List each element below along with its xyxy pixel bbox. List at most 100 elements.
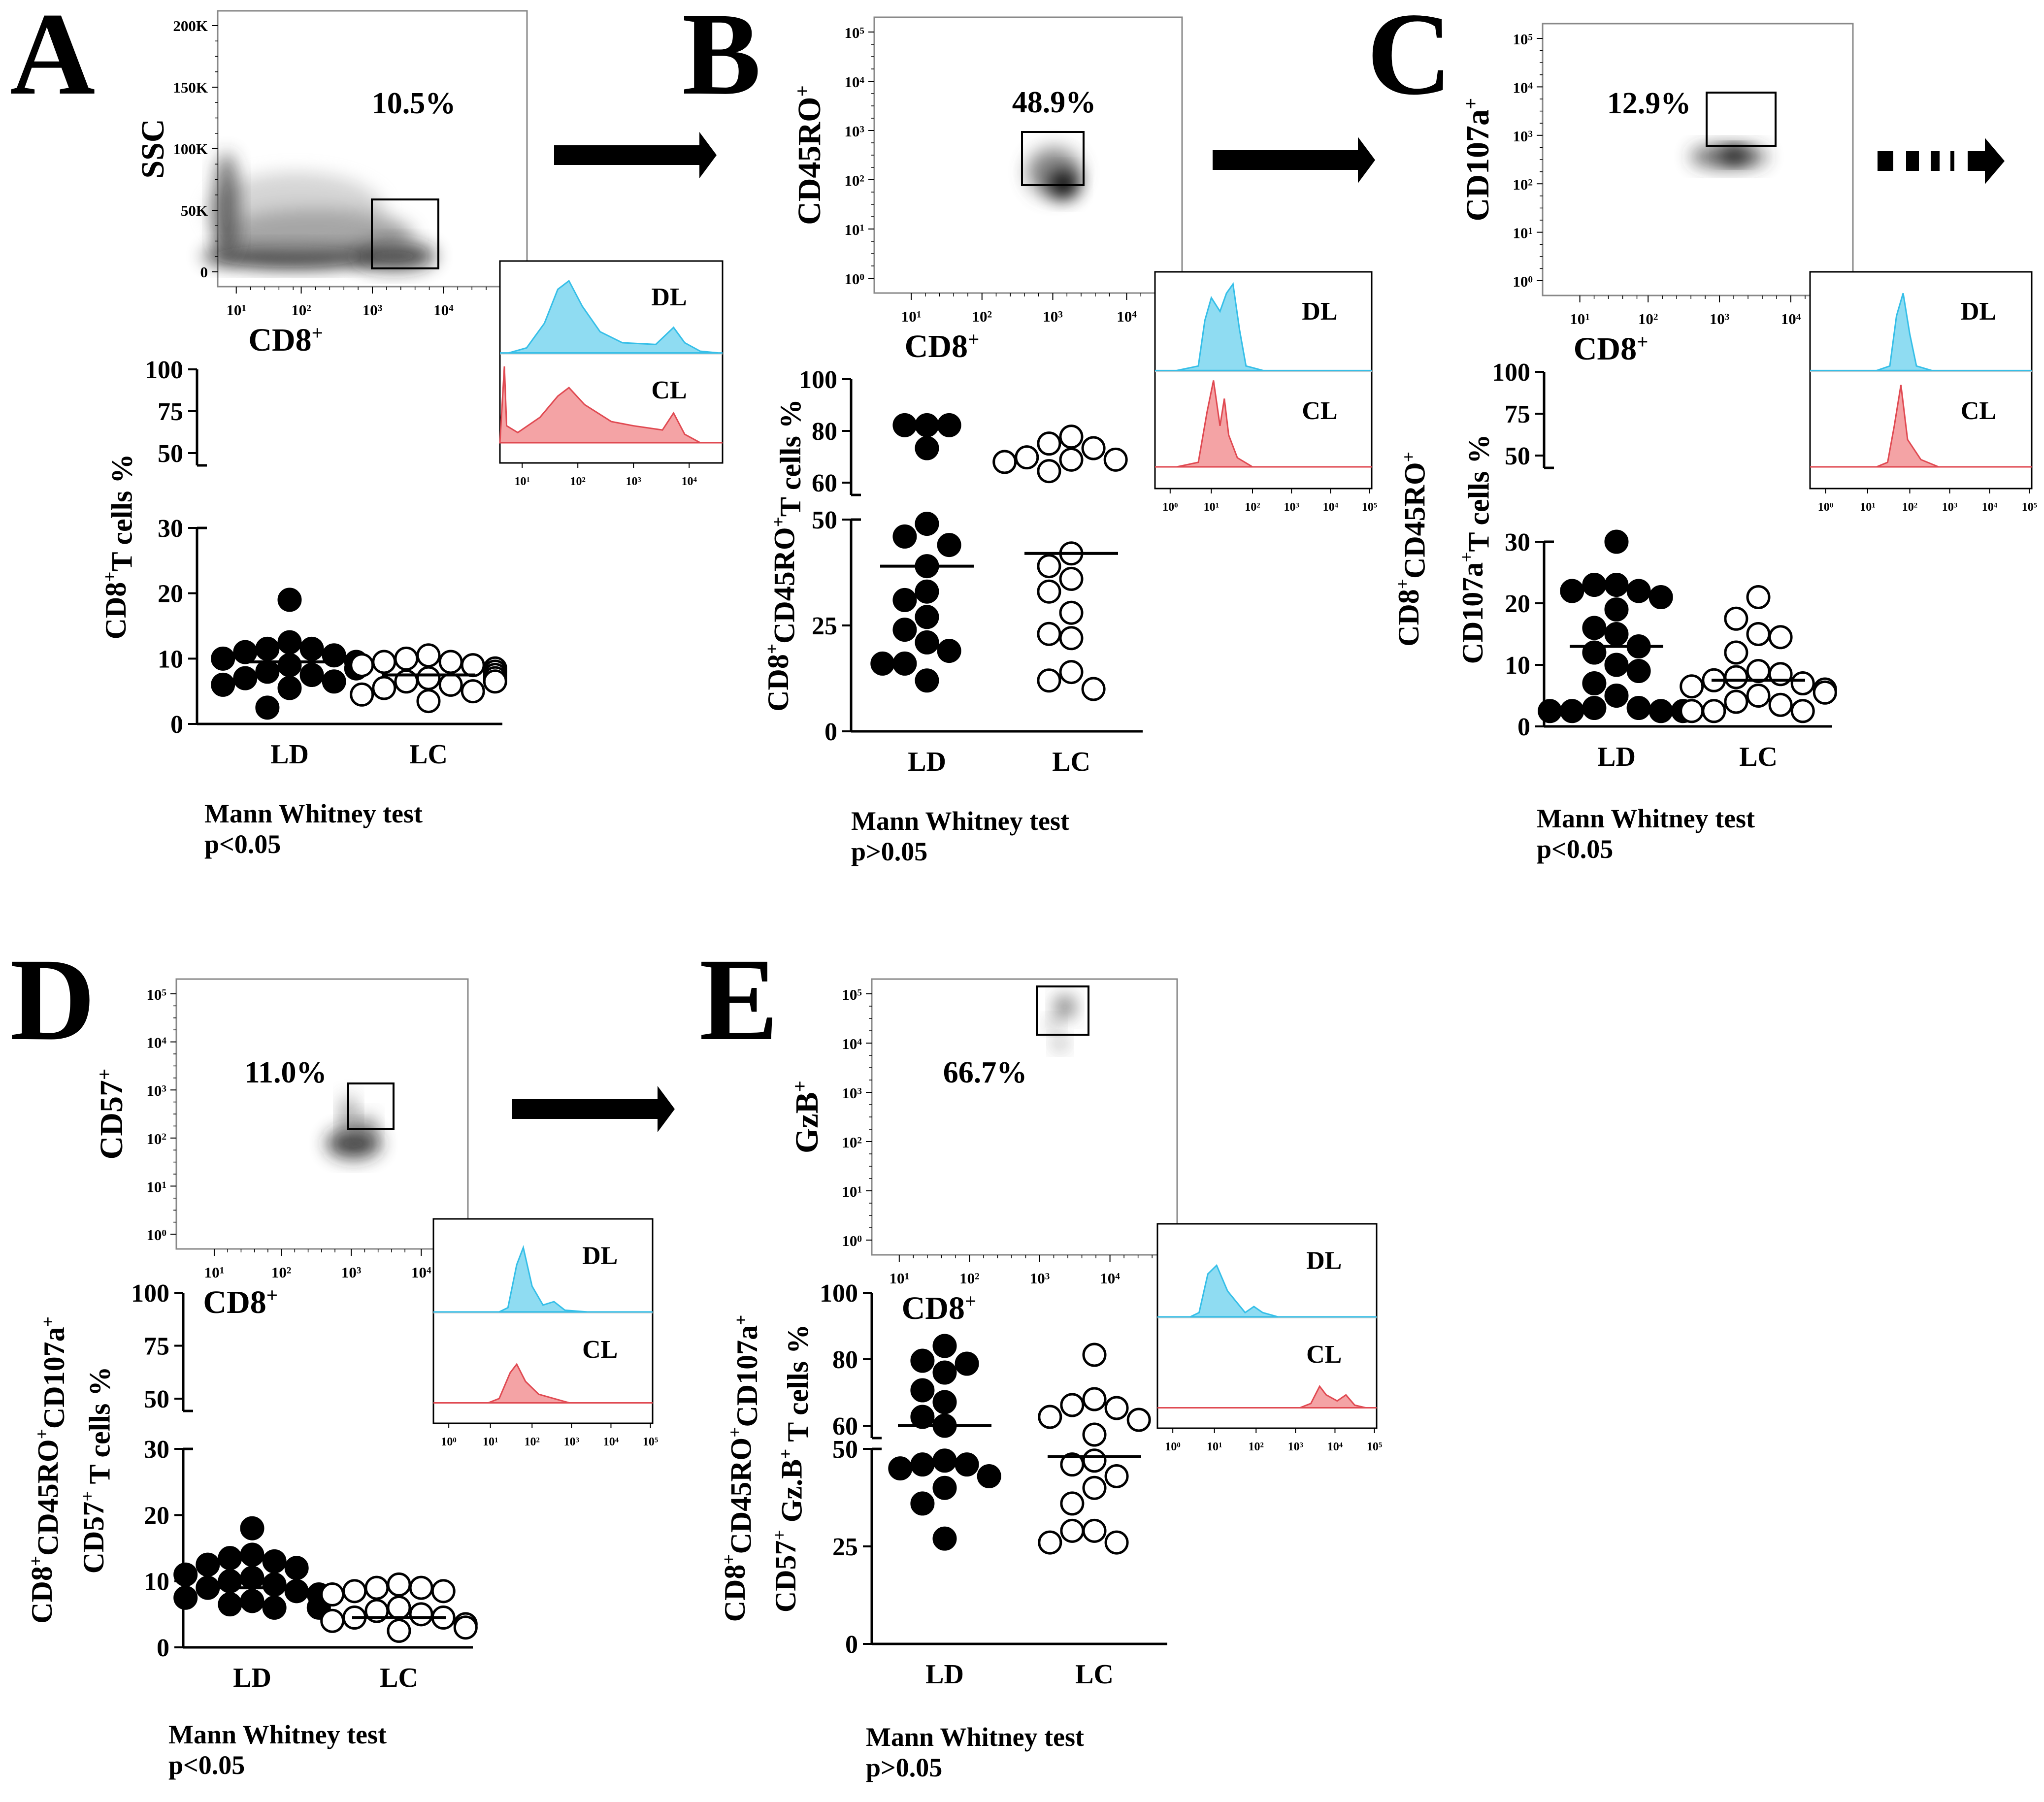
tick-exponent: 5 bbox=[1528, 32, 1533, 42]
label-base: CD57 bbox=[94, 1080, 130, 1159]
lc-data-point bbox=[1680, 699, 1704, 723]
ld-data-point bbox=[1582, 573, 1607, 597]
label-base: CD8 bbox=[902, 1290, 965, 1326]
category-label: LC bbox=[380, 1663, 418, 1693]
ld-data-point bbox=[1582, 696, 1607, 720]
ld-data-point bbox=[910, 1405, 935, 1429]
histogram-x-tick-label: 105 bbox=[1362, 501, 1377, 514]
y-axis-label-line2: CD57+ Gz.B+ T cells % bbox=[769, 1324, 814, 1612]
ld-data-point bbox=[284, 1556, 309, 1580]
label-sup: + bbox=[776, 1449, 796, 1459]
ld-data-point bbox=[892, 524, 917, 549]
flow-gate bbox=[347, 1082, 395, 1130]
ld-data-point bbox=[892, 618, 917, 642]
lc-data-point bbox=[1724, 689, 1748, 714]
label-segment: T cells % bbox=[774, 399, 807, 517]
flow-y-tick-label: 101 bbox=[1513, 225, 1533, 242]
label-segment: T cells % bbox=[782, 1324, 814, 1449]
label-sup: + bbox=[78, 1491, 98, 1501]
lc-data-point bbox=[1059, 566, 1084, 591]
label-sup: + bbox=[789, 1081, 811, 1092]
y-tick-label: 10 bbox=[158, 645, 183, 673]
label-sup: + bbox=[26, 1556, 46, 1566]
lc-data-point bbox=[1768, 625, 1793, 650]
tick-exponent: 3 bbox=[1045, 1271, 1050, 1281]
test-name: Mann Whitney test bbox=[168, 1720, 387, 1749]
label-sup: + bbox=[762, 644, 783, 654]
flow-y-axis-label: CD45RO+ bbox=[791, 85, 827, 225]
ld-data-point bbox=[932, 1360, 957, 1385]
tick-exponent: 4 bbox=[1796, 312, 1801, 322]
ld-data-point bbox=[915, 413, 939, 437]
tick-base: 10 bbox=[842, 986, 857, 1003]
ld-data-point bbox=[1560, 699, 1584, 723]
lc-data-point bbox=[1768, 692, 1793, 717]
lc-data-point bbox=[1746, 659, 1771, 683]
lc-data-point bbox=[1746, 585, 1771, 609]
tick-exponent: 3 bbox=[1058, 309, 1063, 320]
ld-data-point bbox=[173, 1585, 198, 1610]
tick-base: 10 bbox=[1818, 501, 1830, 514]
histogram-x-tick-label: 103 bbox=[626, 475, 641, 488]
ld-data-point bbox=[932, 1390, 957, 1414]
y-tick-label: 20 bbox=[144, 1502, 169, 1530]
lc-data-point bbox=[438, 672, 463, 697]
label-sup: + bbox=[768, 517, 789, 527]
tick-base: 10 bbox=[433, 301, 449, 319]
tick-base: 10 bbox=[483, 1436, 495, 1448]
ld-data-point bbox=[915, 668, 939, 693]
tick-exponent: 5 bbox=[2034, 501, 2037, 509]
label-sup: + bbox=[1457, 552, 1477, 562]
p-value: p>0.05 bbox=[851, 837, 927, 866]
gate-percentage: 48.9% bbox=[1012, 86, 1096, 119]
label-base: GzB bbox=[789, 1092, 825, 1153]
histogram-x-tick-label: 105 bbox=[643, 1436, 658, 1448]
flow-y-tick-label: 103 bbox=[1513, 128, 1533, 145]
tick-exponent: 5 bbox=[859, 26, 864, 36]
tick-exponent: 1 bbox=[526, 476, 529, 484]
y-tick-label: 20 bbox=[158, 580, 183, 608]
tick-exponent: 1 bbox=[917, 309, 922, 320]
lc-data-point bbox=[372, 676, 396, 700]
label-sup: + bbox=[1637, 330, 1648, 353]
flow-y-axis-label: GzB+ bbox=[789, 1081, 825, 1153]
ld-data-point bbox=[255, 636, 280, 661]
category-label: LD bbox=[233, 1663, 271, 1693]
lc-data-point bbox=[992, 450, 1017, 474]
flow-gate bbox=[1706, 92, 1777, 147]
tick-exponent: 3 bbox=[1725, 312, 1730, 322]
ld-data-point bbox=[284, 1579, 309, 1604]
ld-data-point bbox=[1604, 622, 1629, 646]
tick-base: 10 bbox=[889, 1270, 904, 1287]
lc-data-point bbox=[1037, 622, 1061, 646]
tick-exponent: 4 bbox=[1132, 309, 1137, 320]
tick-exponent: 0 bbox=[1528, 274, 1533, 285]
histogram-x-tick-label: 102 bbox=[1249, 1441, 1264, 1453]
label-sup: + bbox=[770, 1530, 790, 1540]
lc-data-point bbox=[342, 1579, 367, 1604]
ld-data-point bbox=[910, 1348, 935, 1373]
flow-plot-frame bbox=[175, 978, 469, 1250]
ld-data-point bbox=[1538, 699, 1562, 723]
flow-y-tick-label: 103 bbox=[844, 123, 864, 140]
lc-data-point bbox=[1790, 671, 1815, 695]
lc-data-point bbox=[1059, 425, 1084, 449]
tick-exponent: 3 bbox=[1300, 1441, 1303, 1449]
lc-data-point bbox=[1082, 1422, 1107, 1447]
lc-data-point bbox=[1103, 447, 1128, 472]
lc-data-point bbox=[1813, 680, 1837, 705]
label-sup: + bbox=[93, 1069, 115, 1080]
histogram-frame bbox=[432, 1218, 654, 1424]
tick-base: 10 bbox=[844, 24, 859, 41]
lc-data-point bbox=[387, 1572, 411, 1597]
ld-data-point bbox=[932, 1448, 957, 1473]
ld-data-point bbox=[1626, 579, 1651, 603]
lc-data-point bbox=[1082, 1475, 1107, 1500]
flow-plot-frame bbox=[871, 978, 1178, 1256]
label-sup: + bbox=[965, 1290, 976, 1312]
flow-density bbox=[207, 172, 384, 251]
label-segment: T cells % bbox=[106, 454, 138, 572]
